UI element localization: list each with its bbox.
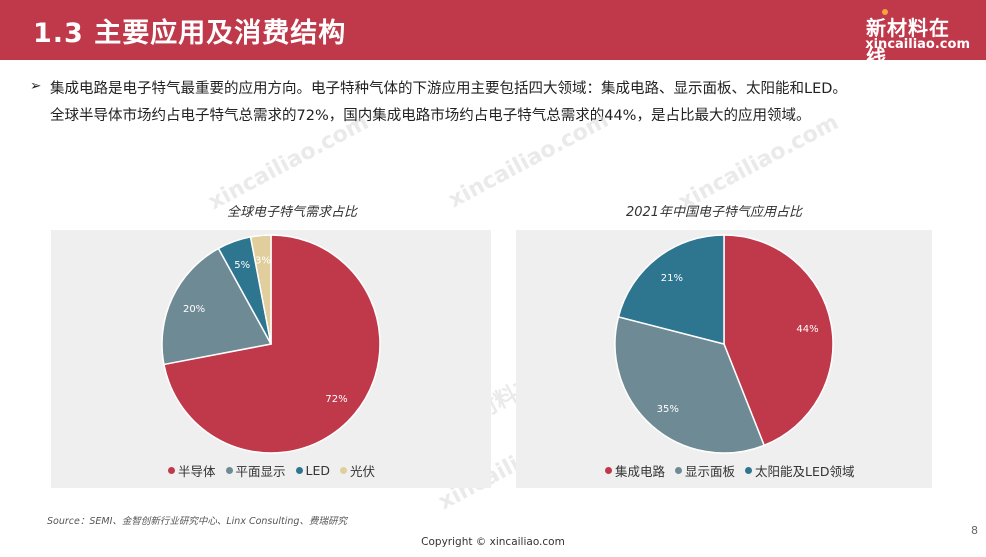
- chart-2-legend: 集成电路 显示面板 太阳能及LED领域: [605, 461, 855, 480]
- intro-text-line-2: 全球半导体市场约占电子特气总需求的72%，国内集成电路市场约占电子特气总需求的4…: [50, 108, 811, 124]
- legend-swatch-icon: [675, 467, 683, 474]
- legend-swatch-icon: [295, 467, 303, 474]
- legend-swatch-icon: [225, 467, 233, 474]
- legend-swatch-icon: [340, 467, 348, 474]
- legend-label: 太阳能及LED领域: [755, 464, 855, 479]
- brand-logo: 新材料在线 xincailiao.com: [865, 8, 976, 69]
- chart-2-title: 2021年中国电子特气应用占比: [625, 205, 803, 220]
- page-number: 8: [971, 524, 978, 537]
- logo-dot-icon: [882, 9, 888, 15]
- pie-data-label: 5%: [234, 260, 250, 271]
- legend-label: 集成电路: [615, 464, 666, 479]
- pie-slice-2: [161, 247, 273, 366]
- page-title: 1.3 主要应用及消费结构: [33, 18, 347, 49]
- pie-slice-3: [617, 234, 725, 345]
- legend-item: 太阳能及LED领域: [745, 461, 855, 480]
- pie-slice-1: [163, 234, 381, 454]
- intro-text-line-1: 集成电路是电子特气最重要的应用方向。电子特种气体的下游应用主要包括四大领域：集成…: [50, 81, 847, 97]
- pie-data-label: 21%: [661, 273, 683, 284]
- legend-label: 平面显示: [235, 464, 286, 479]
- brand-url: xincailiao.com: [865, 37, 970, 52]
- pie-slice-4: [249, 234, 272, 345]
- chart-2-plot-area: 44% 35% 21%: [516, 230, 932, 488]
- legend-label: 显示面板: [685, 464, 736, 479]
- chart-1-plot-area: 72% 20% 5% 3%: [51, 230, 491, 488]
- bullet-arrow-icon: ➢: [30, 78, 42, 94]
- pie-slice-1: [723, 234, 834, 447]
- legend-item: 集成电路: [605, 461, 665, 480]
- legend-label: LED: [305, 463, 331, 478]
- legend-item: 光伏: [340, 461, 375, 480]
- pie-data-label: 20%: [183, 304, 205, 315]
- copyright-text: Copyright © xincailiao.com: [421, 536, 565, 548]
- chart-1-title: 全球电子特气需求占比: [226, 205, 357, 220]
- legend-label: 半导体: [178, 464, 216, 479]
- chart-2-svg: 44% 35% 21%: [614, 234, 834, 454]
- watermark: xincailiao.com: [204, 109, 373, 216]
- legend-swatch-icon: [168, 467, 175, 474]
- header-bar: 1.3 主要应用及消费结构 新材料在线 xincailiao.com: [0, 0, 986, 69]
- legend-label: 光伏: [350, 464, 376, 479]
- legend-item: 平面显示: [225, 461, 286, 480]
- legend-swatch-icon: [605, 467, 612, 474]
- source-note: Source：SEMI、金智创新行业研究中心、Linx Consulting、费…: [47, 516, 347, 527]
- legend-item: LED: [295, 463, 331, 478]
- legend-item: 显示面板: [675, 461, 735, 480]
- chart-1-legend: 半导体 平面显示 LED 光伏: [168, 461, 375, 480]
- brand-name: 新材料在线: [866, 16, 950, 69]
- legend-swatch-icon: [745, 467, 753, 474]
- pie-slice-2: [614, 315, 766, 454]
- legend-item: 半导体: [168, 461, 216, 480]
- pie-data-label: 44%: [796, 324, 818, 335]
- pie-data-label: 35%: [657, 404, 679, 415]
- watermark: xincailiao.com: [674, 109, 843, 216]
- pie-data-label: 72%: [325, 394, 347, 405]
- chart-1-svg: 72% 20% 5% 3%: [161, 234, 381, 454]
- pie-data-label: 3%: [255, 255, 271, 266]
